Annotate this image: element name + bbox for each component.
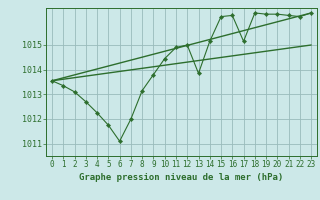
X-axis label: Graphe pression niveau de la mer (hPa): Graphe pression niveau de la mer (hPa)	[79, 173, 284, 182]
